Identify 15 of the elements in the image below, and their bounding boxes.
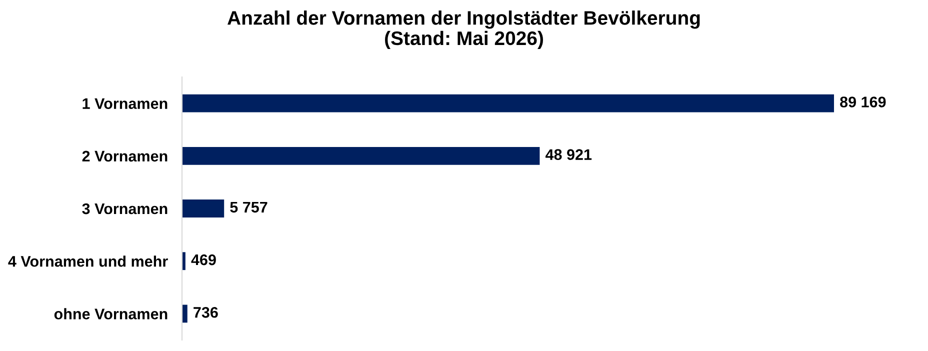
bar xyxy=(182,304,188,323)
data-label: 48 921 xyxy=(545,149,592,160)
data-label: 736 xyxy=(194,306,218,318)
data-label: 5 757 xyxy=(230,202,268,213)
y-tick-label: 4 Vornamen und mehr xyxy=(8,256,168,267)
y-tick-label: 3 Vornamen xyxy=(82,203,168,214)
y-tick-label: 1 Vornamen xyxy=(82,98,168,109)
y-tick-label: 2 Vornamen xyxy=(82,150,168,162)
data-label: 89 169 xyxy=(840,96,886,108)
bar xyxy=(182,200,224,218)
chart-title: Anzahl der Vornamen der Ingolstädter Bevölkerung (Stand: Mai 2026) xyxy=(228,10,700,49)
bar xyxy=(182,94,834,112)
bar xyxy=(182,146,540,165)
y-tick-label: ohne Vornamen xyxy=(54,308,168,320)
data-label: 469 xyxy=(191,254,216,266)
